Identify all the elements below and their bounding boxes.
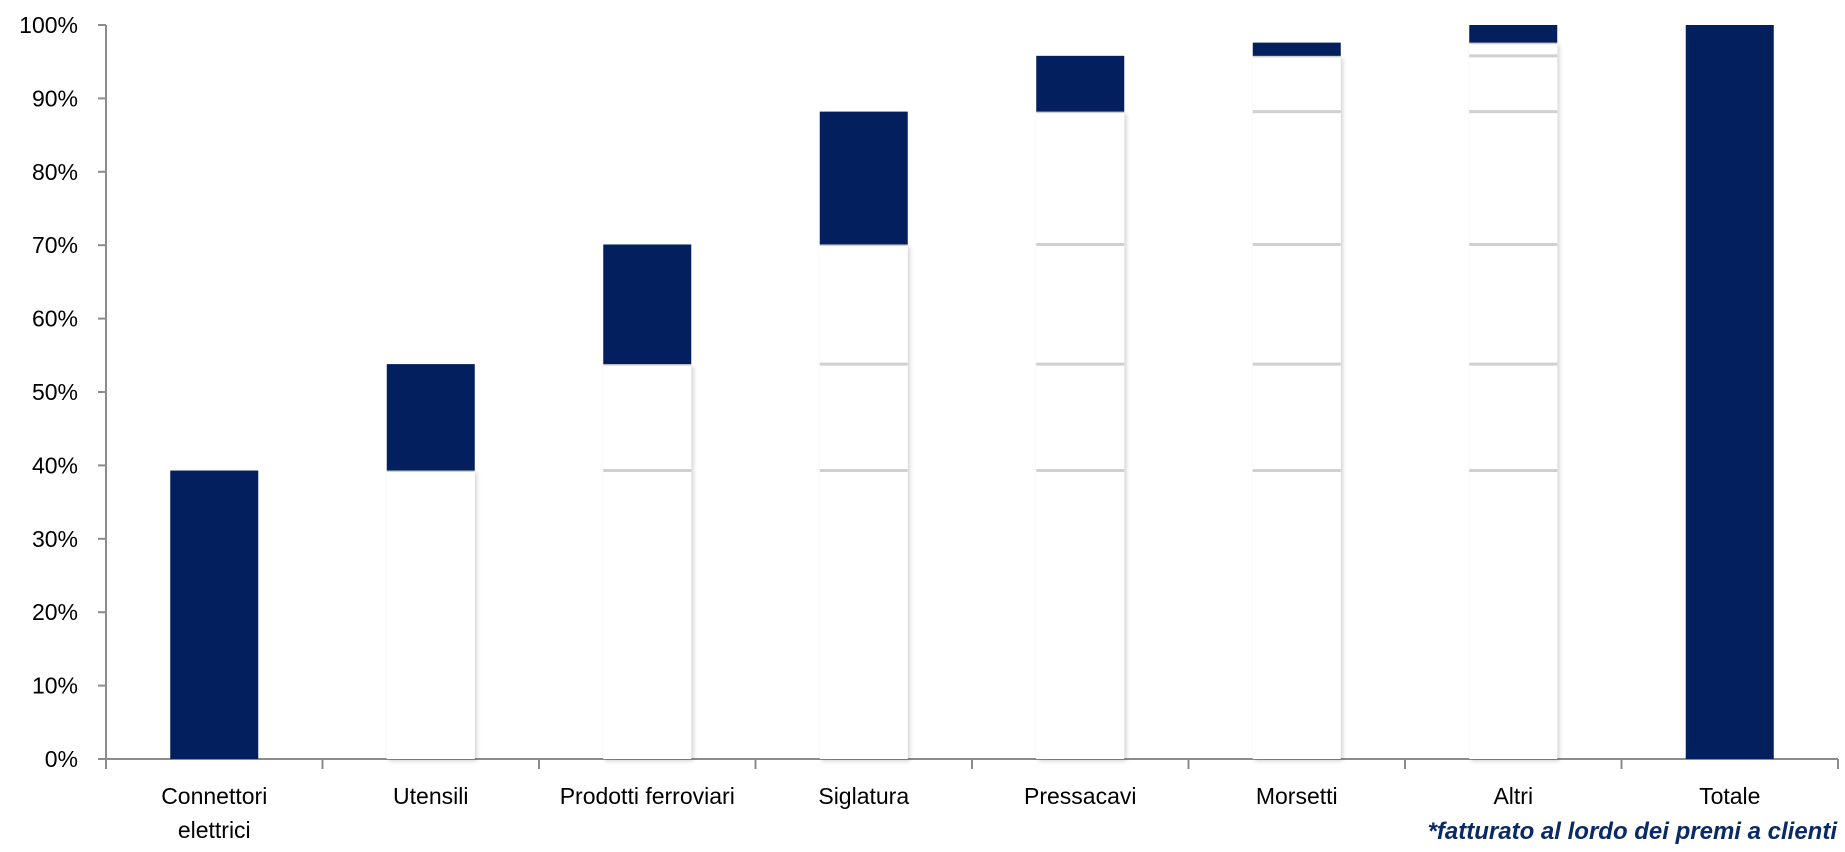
x-axis: [105, 758, 1839, 769]
category-labels: Connettori elettrici Utensili Prodotti ferr…: [161, 783, 1760, 843]
y-tick-label: 70%: [32, 232, 78, 258]
category-label: Totale: [1699, 783, 1760, 809]
y-tick-label: 60%: [32, 306, 78, 332]
bar-base: [819, 244, 908, 759]
footnote: *fatturato al lordo dei premi a clienti: [1427, 818, 1837, 845]
bar-increment: [170, 470, 259, 759]
category-label: Connettori elettrici: [161, 783, 267, 843]
bar-base: [386, 470, 475, 759]
bar-base: [1036, 111, 1125, 759]
bar-increment: [1469, 25, 1558, 43]
y-tick-label: 30%: [32, 526, 78, 552]
y-tick-label: 10%: [32, 673, 78, 699]
bar-base: [1469, 42, 1558, 759]
y-tick-label: 90%: [32, 85, 78, 111]
category-label: Morsetti: [1256, 783, 1338, 809]
category-label: Pressacavi: [1024, 783, 1136, 809]
y-tick-label: 50%: [32, 379, 78, 405]
y-tick-label: 80%: [32, 159, 78, 185]
bar-increment: [1252, 42, 1341, 56]
y-tick-label: 40%: [32, 452, 78, 478]
bar-base: [1252, 55, 1341, 759]
bar-increment: [1685, 25, 1774, 759]
y-tick-label: 20%: [32, 599, 78, 625]
y-axis: 0% 10% 20% 30% 40% 50% 60% 70% 80% 90% 100%: [19, 12, 107, 772]
y-tick-label: 100%: [19, 12, 78, 38]
category-label: Prodotti ferroviari: [560, 783, 735, 809]
bar-increment: [386, 364, 475, 471]
category-label: Altri: [1493, 783, 1533, 809]
category-label: Siglatura: [818, 783, 909, 809]
category-label: Utensili: [393, 783, 468, 809]
bar-increment: [603, 244, 692, 365]
bar-base: [603, 364, 692, 759]
bar-increment: [819, 111, 908, 245]
bar-increment: [1036, 55, 1125, 112]
y-tick-label: 0%: [45, 746, 78, 772]
bars: [170, 25, 1774, 759]
